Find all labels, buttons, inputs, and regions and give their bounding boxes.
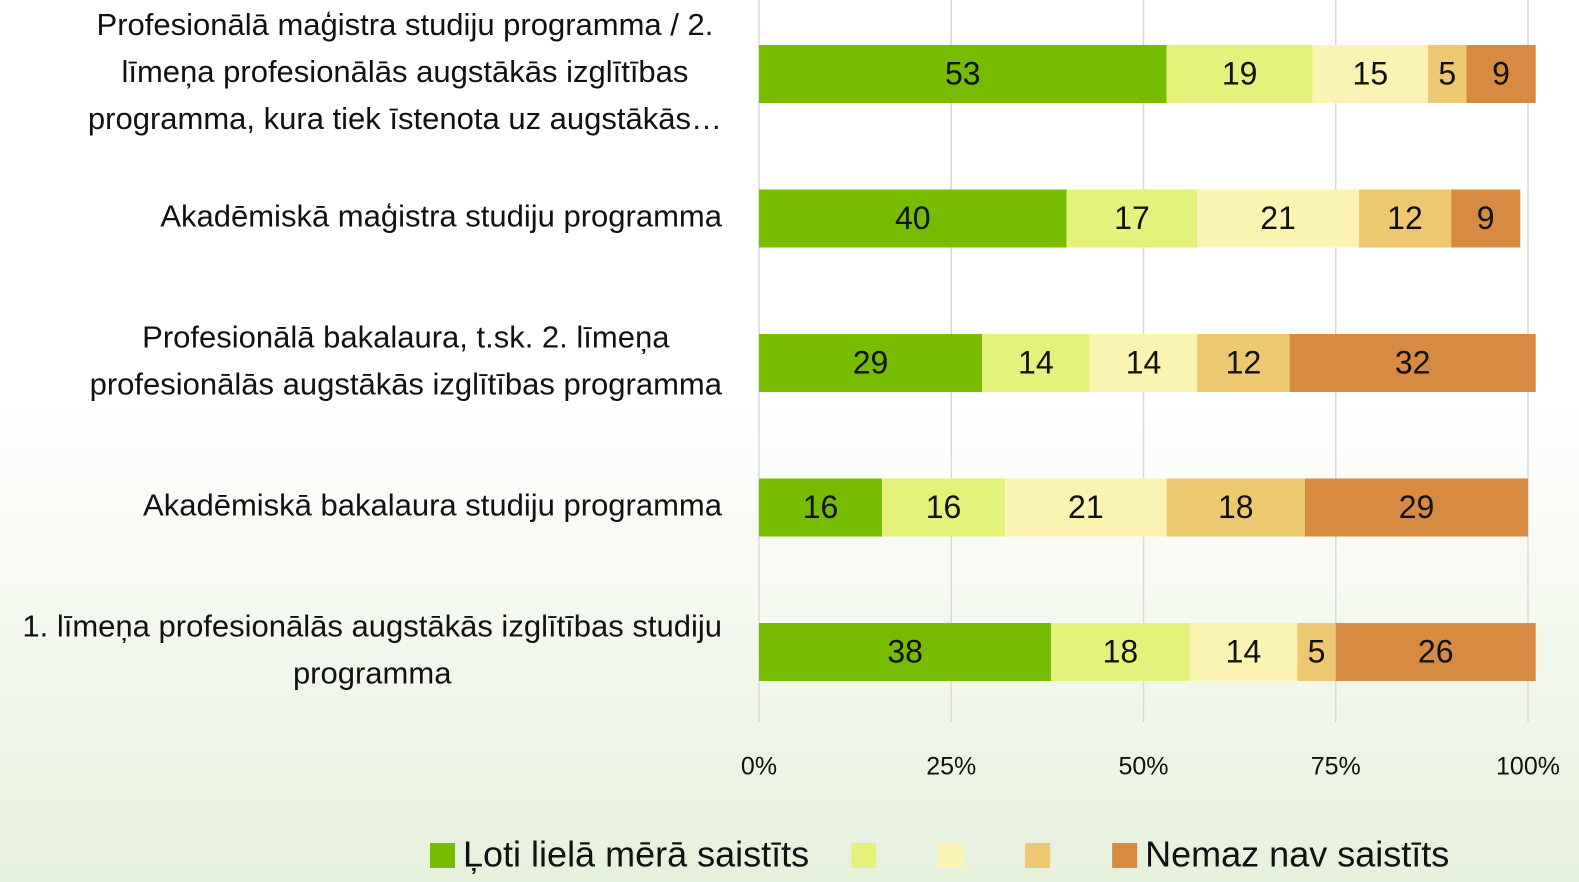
legend-swatch [851, 843, 877, 868]
bar-segment [1451, 189, 1521, 248]
bar-segment [1312, 45, 1429, 103]
bar-segment [759, 189, 1067, 248]
data-label: 12 [1387, 200, 1423, 236]
x-tick-label: 75% [1311, 753, 1361, 781]
legend-label: Nemaz nav saistīts [1145, 834, 1449, 875]
category-label: Akadēmiskā maģistra studiju programma [160, 199, 722, 234]
legend-swatch [938, 843, 964, 868]
data-label: 12 [1226, 344, 1262, 380]
data-label: 29 [853, 344, 889, 380]
data-label: 5 [1308, 633, 1326, 669]
data-label: 9 [1492, 55, 1510, 91]
category-label: Profesionālā bakalaura, t.sk. 2. līmeņa p… [90, 320, 723, 402]
x-tick-label: 100% [1496, 753, 1560, 781]
data-label: 14 [1126, 344, 1162, 380]
x-tick-label: 0% [741, 753, 777, 781]
data-label: 38 [887, 633, 923, 669]
bar-segment [1189, 623, 1298, 681]
category-label: Akadēmiskā bakalaura studiju programma [143, 488, 723, 523]
data-label: 16 [926, 489, 962, 525]
data-label: 5 [1438, 55, 1456, 91]
data-label: 18 [1218, 489, 1254, 525]
data-label: 26 [1418, 633, 1454, 669]
data-label: 9 [1477, 200, 1495, 236]
bar-segment [1197, 189, 1359, 248]
bar-segment [1166, 45, 1313, 103]
data-label: 53 [945, 55, 981, 91]
category-label: 1. līmeņa profesionālās augstākās izglīt… [22, 609, 722, 691]
bar-segment [1466, 45, 1536, 103]
data-label: 29 [1399, 489, 1435, 525]
data-label: 14 [1018, 344, 1054, 380]
x-tick-label: 25% [926, 753, 976, 781]
x-tick-label: 50% [1118, 753, 1168, 781]
bar-segment [1005, 478, 1167, 537]
data-label: 21 [1260, 200, 1296, 236]
data-label: 21 [1068, 489, 1104, 525]
legend-swatch [1112, 843, 1138, 868]
bar-segment [1297, 623, 1336, 681]
bar-segment [1428, 45, 1467, 103]
bar-segment [1289, 334, 1536, 392]
bar-segment [759, 334, 983, 392]
data-label: 32 [1395, 344, 1431, 380]
category-label: Profesionālā maģistra studiju programma … [88, 7, 722, 136]
legend-label: Ļoti lielā mērā saistīts [463, 834, 809, 875]
bar-segment [759, 478, 883, 537]
bar-segment [1358, 189, 1452, 248]
bar-segment [759, 623, 1052, 681]
bar-segment [1304, 478, 1528, 537]
data-label: 15 [1353, 55, 1389, 91]
bar-segment [1051, 623, 1190, 681]
bar-segment [1197, 334, 1290, 392]
bar-segment [759, 45, 1167, 103]
data-label: 19 [1222, 55, 1258, 91]
data-label: 40 [895, 200, 931, 236]
data-label: 17 [1114, 200, 1150, 236]
legend-swatch [430, 843, 455, 868]
data-label: 18 [1103, 633, 1139, 669]
data-label: 16 [803, 489, 839, 525]
bar-segment [1089, 334, 1198, 392]
data-label: 14 [1226, 633, 1262, 669]
bar-segment [1166, 478, 1305, 537]
legend-swatch [1025, 843, 1051, 868]
bar-segment [982, 334, 1090, 392]
bar-segment [1335, 623, 1536, 681]
bar-segment [882, 478, 1006, 537]
bar-segment [1066, 189, 1198, 248]
